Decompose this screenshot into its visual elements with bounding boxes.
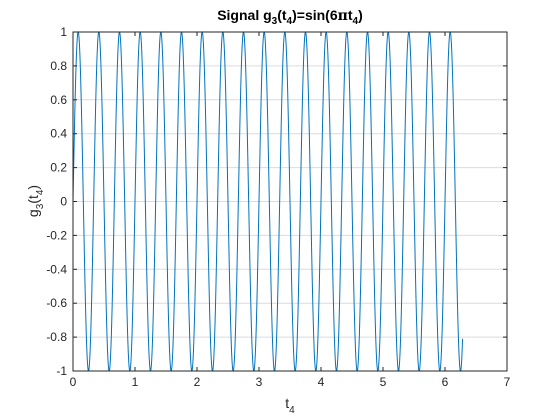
series-line	[72, 31, 464, 372]
y-tick-label: -0.4	[46, 262, 67, 276]
y-tick-label: 0.4	[50, 127, 67, 141]
y-tick-label: 0.2	[50, 161, 67, 175]
grid	[73, 65, 507, 338]
y-tick-labels: -1 -0.8 -0.6 -0.4 -0.2 0 0.2 0.4 0.6 0.8 1	[46, 25, 67, 378]
y-tick-label: -0.8	[46, 330, 67, 344]
series-line-group	[72, 31, 464, 372]
x-tick-label: 1	[132, 375, 139, 389]
y-tick-label: -0.6	[46, 296, 67, 310]
ticks	[72, 31, 508, 372]
x-tick-label: 5	[380, 375, 387, 389]
chart-title: Signal g3(t4)=sin(6πt4)	[217, 7, 363, 27]
y-tick-label: -0.2	[46, 228, 67, 242]
x-axis-label: t4	[285, 395, 295, 416]
x-tick-label: 2	[194, 375, 201, 389]
y-tick-label: 0.8	[50, 59, 67, 73]
y-tick-label: 0	[60, 195, 67, 209]
x-tick-label: 7	[504, 375, 511, 389]
x-tick-labels: 0 1 2 3 4 5 6 7	[70, 375, 511, 389]
y-tick-label: 1	[60, 25, 67, 39]
x-tick-label: 4	[318, 375, 325, 389]
x-tick-label: 3	[256, 375, 263, 389]
x-tick-label: 6	[442, 375, 449, 389]
y-axis-label: g3(t4)	[25, 185, 46, 217]
y-tick-label: 0.6	[50, 93, 67, 107]
y-tick-label: -1	[56, 364, 67, 378]
x-tick-label: 0	[70, 375, 77, 389]
